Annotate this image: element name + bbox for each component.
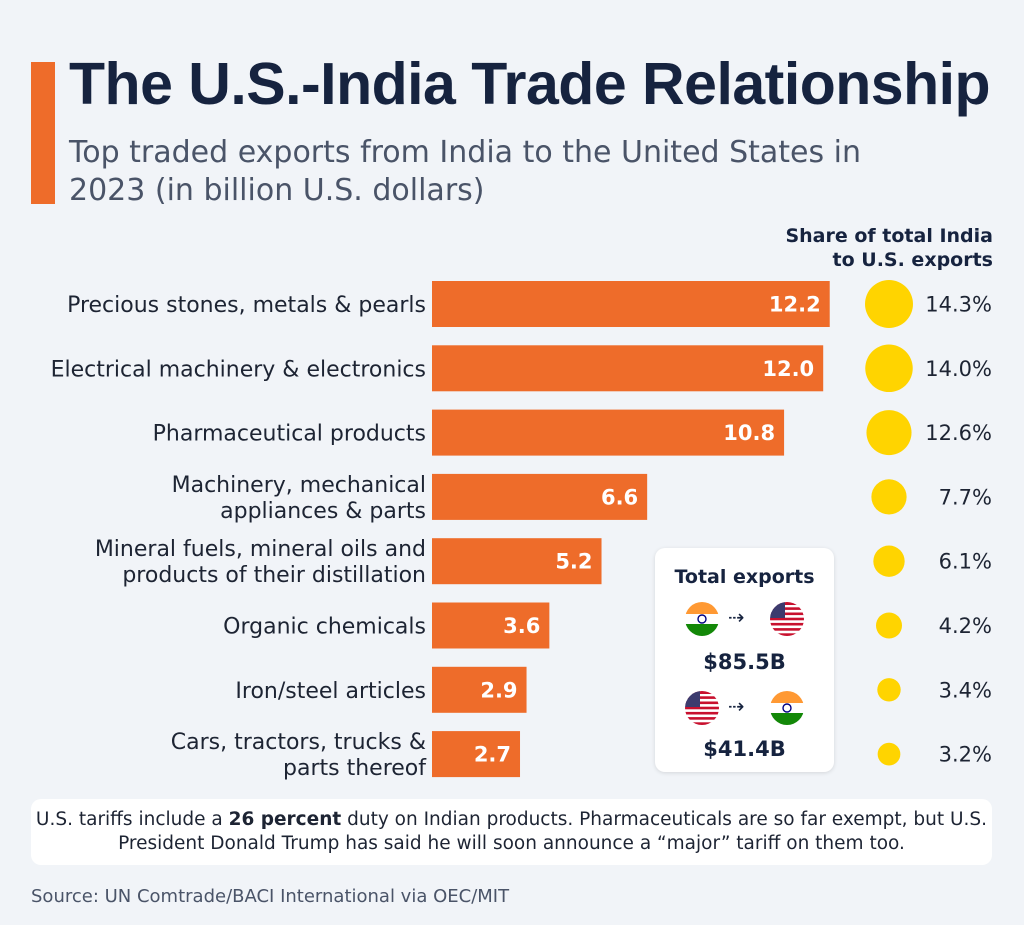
arrow-right-icon: ⇢ <box>728 694 745 718</box>
bar-value-label: 3.6 <box>503 614 540 638</box>
category-label: Iron/steel articles <box>235 679 426 704</box>
category-label: Electrical machinery & electronics <box>51 357 426 382</box>
category-label: Mineral fuels, mineral oils and <box>95 537 426 562</box>
bar-value-label: 10.8 <box>723 421 775 445</box>
india-to-us-total: $85.5B <box>703 650 786 674</box>
category-label: Pharmaceutical products <box>153 422 426 447</box>
bar-value-label: 12.2 <box>769 293 821 317</box>
share-label: 12.6% <box>925 421 992 445</box>
category-label: Machinery, mechanical <box>172 473 426 498</box>
bar-value-label: 6.6 <box>601 485 638 509</box>
share-bubble <box>865 344 913 393</box>
bar-value-label: 2.7 <box>474 743 511 767</box>
share-column-header: Share of total India to U.S. exports <box>785 224 993 272</box>
note-highlight: 26 percent <box>228 809 342 830</box>
bar <box>432 409 785 456</box>
category-label: parts thereof <box>283 756 427 781</box>
share-bubble <box>873 545 905 577</box>
note-text-end: duty on Indian products. Pharmaceuticals… <box>118 809 988 854</box>
bar <box>432 666 527 713</box>
total-exports-card: Total exports ⇢ $85.5B <box>655 548 834 772</box>
us-flag-icon <box>770 602 804 636</box>
share-bubble <box>877 742 901 766</box>
us-flag-icon <box>685 691 719 725</box>
category-label: products of their distillation <box>122 563 426 588</box>
bar-value-label: 2.9 <box>480 678 517 702</box>
share-label: 3.4% <box>939 678 992 702</box>
bar-value-label: 5.2 <box>555 550 592 574</box>
share-bubble <box>875 612 903 639</box>
share-label: 4.2% <box>939 614 992 638</box>
bar <box>432 473 648 520</box>
note-text-start: U.S. tariffs include a <box>35 809 229 830</box>
india-flag-icon <box>770 691 804 725</box>
category-label: appliances & parts <box>220 499 426 524</box>
india-to-us-flow: ⇢ <box>655 602 834 642</box>
source-credit: Source: UN Comtrade/BACI International v… <box>31 886 510 907</box>
chart-title: The U.S.-India Trade Relationship <box>69 51 991 117</box>
bar-value-label: 12.0 <box>762 357 814 381</box>
total-exports-title: Total exports <box>674 566 815 588</box>
share-label: 14.0% <box>925 357 992 381</box>
share-label: 14.3% <box>925 293 992 317</box>
bar <box>432 602 550 649</box>
us-to-india-flow: ⇢ <box>655 691 834 731</box>
category-label: Cars, tractors, trucks & <box>171 730 426 755</box>
share-label: 3.2% <box>939 743 992 767</box>
share-bubble <box>865 280 913 328</box>
share-bubble <box>871 479 907 515</box>
category-label: Organic chemicals <box>223 615 426 640</box>
arrow-right-icon: ⇢ <box>728 605 745 629</box>
share-label: 7.7% <box>939 485 992 509</box>
share-bubble <box>877 678 901 702</box>
chart-subtitle: Top traded exports from India to the Uni… <box>69 135 862 208</box>
share-header-line-1: Share of total India <box>785 225 993 247</box>
bar <box>432 538 602 585</box>
tariff-note: U.S. tariffs include a 26 percent duty o… <box>31 799 992 865</box>
india-flag-icon <box>685 602 719 636</box>
share-header-line-2: to U.S. exports <box>832 249 993 271</box>
bar <box>432 281 830 327</box>
bar <box>432 345 824 392</box>
title-accent-bar <box>31 62 55 204</box>
us-to-india-total: $41.4B <box>703 737 786 761</box>
share-label: 6.1% <box>939 550 992 574</box>
share-bubble <box>866 410 912 456</box>
category-label: Precious stones, metals & pearls <box>67 293 426 318</box>
bar <box>432 731 521 778</box>
